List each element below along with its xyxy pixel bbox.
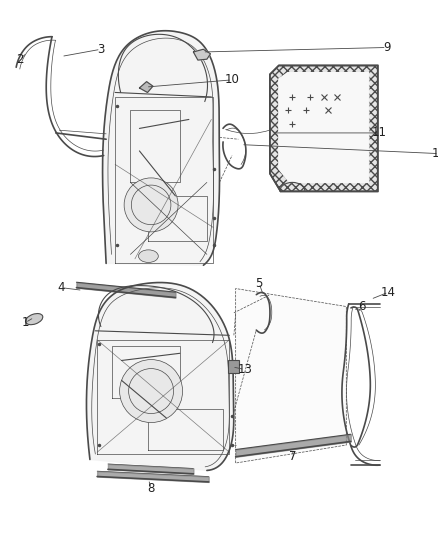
Text: 12: 12 xyxy=(431,147,438,160)
Polygon shape xyxy=(193,49,210,60)
Text: 14: 14 xyxy=(380,286,395,298)
Text: 13: 13 xyxy=(237,363,251,376)
Circle shape xyxy=(120,360,182,423)
Text: 8: 8 xyxy=(147,482,155,495)
Text: 4: 4 xyxy=(57,281,65,294)
Ellipse shape xyxy=(138,250,158,262)
Polygon shape xyxy=(269,66,377,191)
Polygon shape xyxy=(278,72,368,182)
Polygon shape xyxy=(102,31,219,265)
Text: 1: 1 xyxy=(21,316,29,329)
Polygon shape xyxy=(86,282,233,471)
Text: 9: 9 xyxy=(382,41,390,54)
Text: 3: 3 xyxy=(97,43,104,56)
Text: 10: 10 xyxy=(224,74,239,86)
Text: 5: 5 xyxy=(255,277,262,289)
Text: 11: 11 xyxy=(371,126,386,140)
Polygon shape xyxy=(235,288,346,463)
Bar xyxy=(228,360,239,373)
Text: 6: 6 xyxy=(357,300,364,313)
Polygon shape xyxy=(139,82,152,92)
Text: 2: 2 xyxy=(16,53,24,66)
Text: 7: 7 xyxy=(288,450,295,463)
Ellipse shape xyxy=(25,313,42,325)
Circle shape xyxy=(124,178,178,232)
